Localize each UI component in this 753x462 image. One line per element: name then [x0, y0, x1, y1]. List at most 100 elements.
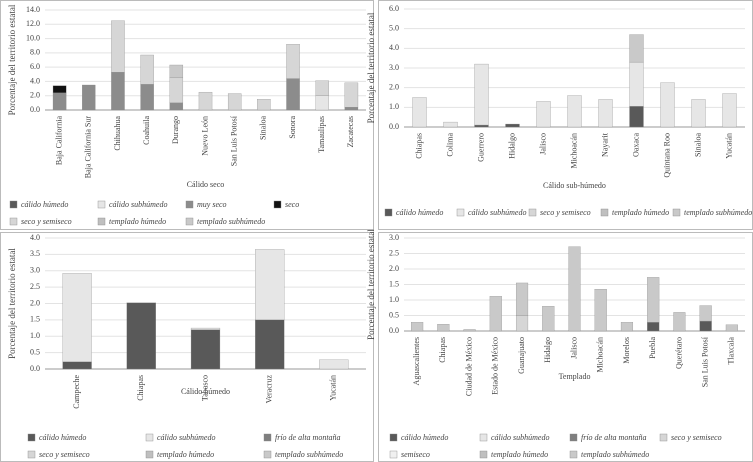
x-tick-label: Sinaloa [259, 116, 268, 140]
legend-label: templado subhúmedo [197, 217, 265, 226]
x-tick-label: San Luis Potosí [700, 336, 709, 387]
x-tick-label: Querétaro [674, 337, 683, 369]
bar-segment [62, 361, 92, 370]
y-axis-label: Porcentaje del territorio estatal [7, 248, 17, 359]
x-tick-label: Sinaloa [693, 133, 702, 157]
legend-swatch [9, 217, 18, 226]
bar-segment [673, 312, 686, 332]
x-tick-label: Oaxaca [631, 133, 640, 157]
y-tick-label: 0.0 [389, 326, 399, 335]
bar-segment [567, 95, 582, 128]
x-tick-label: Colima [445, 133, 454, 157]
x-tick-label: Chiapas [438, 337, 447, 363]
bar-segment [443, 121, 458, 128]
legend-swatch [569, 433, 578, 442]
bar-segment [660, 82, 675, 128]
y-tick-label: 2.0 [30, 298, 40, 307]
x-tick-label: Guanajuato [517, 337, 526, 374]
x-tick-label: Yucatán [329, 375, 338, 401]
bar-segment [315, 80, 329, 96]
y-tick-label: 2.0 [30, 91, 40, 100]
y-tick-label: 2.0 [389, 264, 399, 273]
bar-segment [474, 63, 489, 126]
bar-segment [725, 324, 738, 332]
x-tick-label: Chiapas [136, 375, 145, 401]
y-tick-label: 0.0 [30, 364, 40, 373]
x-tick-label: Quintana Roo [662, 133, 671, 178]
x-tick-label: San Luis Potosí [230, 115, 239, 166]
y-tick-label: 4.0 [30, 76, 40, 85]
bar-segment [111, 20, 125, 73]
x-tick-label: Ciudad de México [464, 337, 473, 396]
bar-segment [647, 277, 660, 323]
y-tick-label: 1.0 [389, 102, 399, 111]
y-axis-label: Porcentaje del territorio estatal [366, 12, 376, 123]
y-tick-label: 0.5 [389, 310, 399, 319]
bar-segment [691, 99, 706, 128]
y-tick-label: 3.0 [30, 266, 40, 275]
x-tick-label: Durango [171, 116, 180, 144]
bar-segment [169, 64, 184, 79]
y-tick-label: 6.0 [389, 4, 399, 13]
y-tick-label: 3.5 [30, 249, 40, 258]
y-tick-label: 4.0 [30, 233, 40, 242]
x-tick-label: Campeche [72, 375, 81, 409]
legend-swatch [263, 433, 272, 442]
y-tick-label: 0.0 [30, 105, 40, 114]
y-tick-label: 2.0 [389, 82, 399, 91]
bar-segment [62, 273, 92, 362]
panel-frame [378, 232, 753, 462]
legend-swatch [389, 450, 398, 459]
bar-segment [344, 82, 359, 108]
bar-segment [169, 102, 184, 111]
legend-swatch [27, 450, 36, 459]
y-tick-label: 4.0 [389, 43, 399, 52]
bar-segment [699, 305, 712, 322]
legend-label: cálido húmedo [21, 200, 68, 209]
legend-label: seco y semiseco [671, 433, 722, 442]
legend-label: templado húmedo [612, 208, 669, 217]
bar-segment [52, 85, 67, 94]
bar-segment [198, 91, 213, 111]
panel-frame [0, 232, 374, 462]
bar-segment [315, 95, 329, 111]
legend-label: cálido húmedo [401, 433, 448, 442]
y-tick-label: 1.0 [30, 331, 40, 340]
x-tick-label: Guerrero [476, 133, 485, 162]
x-axis-label: Cálido sub-húmedo [543, 181, 606, 190]
legend-label: cálido húmedo [396, 208, 443, 217]
y-tick-label: 6.0 [30, 62, 40, 71]
x-tick-label: Chihuahua [113, 116, 122, 151]
bar-segment [536, 101, 551, 128]
legend-label: templado húmedo [109, 217, 166, 226]
legend-swatch [145, 450, 154, 459]
x-tick-label: Sonora [288, 116, 297, 139]
legend-label: seco y semiseco [21, 217, 72, 226]
bar-segment [52, 92, 67, 111]
x-tick-label: Hidalgo [543, 337, 552, 363]
legend-label: cálido húmedo [39, 433, 86, 442]
legend-swatch [672, 208, 681, 217]
bar-segment [629, 61, 644, 107]
y-axis-label: Porcentaje del territorio estatal [366, 229, 376, 340]
legend-swatch [263, 450, 272, 459]
y-tick-label: 1.0 [389, 295, 399, 304]
bar-segment [505, 123, 520, 128]
bar-segment [111, 71, 125, 111]
legend-label: seco y semiseco [540, 208, 591, 217]
bar-segment [474, 124, 489, 128]
x-tick-label: Morelos [622, 337, 631, 364]
x-tick-label: Michoacán [569, 133, 578, 169]
bar-segment [169, 77, 184, 104]
y-tick-label: 3.0 [389, 233, 399, 242]
y-tick-label: 8.0 [30, 48, 40, 57]
bar-segment [542, 306, 555, 332]
bar-segment [629, 34, 644, 63]
legend-swatch [389, 433, 398, 442]
legend-swatch [185, 200, 194, 209]
x-tick-label: Hidalgo [507, 133, 516, 159]
bar-segment [255, 319, 285, 370]
bar-segment [437, 324, 450, 332]
x-tick-label: Estado de México [491, 337, 500, 395]
bar-segment [126, 302, 156, 370]
